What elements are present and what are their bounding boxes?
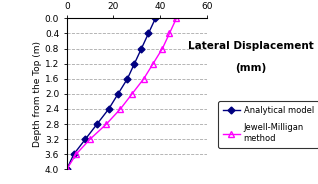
Jewell-Milligan
method [151, 63, 155, 65]
Analytical model [154, 17, 157, 20]
Jewell-Milligan
method [105, 123, 108, 125]
Line: Jewell-Milligan
method: Jewell-Milligan method [64, 16, 179, 172]
Jewell-Milligan
method [65, 168, 69, 170]
Line: Analytical model: Analytical model [64, 16, 158, 172]
Text: (mm): (mm) [236, 63, 267, 73]
Analytical model [116, 93, 120, 95]
Analytical model [72, 153, 76, 155]
Analytical model [133, 63, 136, 65]
Analytical model [95, 123, 99, 125]
Jewell-Milligan
method [175, 17, 178, 20]
Legend: Analytical model, Jewell-Milligan
method: Analytical model, Jewell-Milligan method [218, 101, 318, 148]
Analytical model [140, 47, 143, 50]
Jewell-Milligan
method [161, 47, 164, 50]
Analytical model [126, 78, 129, 80]
Y-axis label: Depth from the Top (m): Depth from the Top (m) [33, 41, 42, 147]
Jewell-Milligan
method [74, 153, 78, 155]
Analytical model [84, 138, 87, 140]
Jewell-Milligan
method [130, 93, 134, 95]
Jewell-Milligan
method [88, 138, 92, 140]
Jewell-Milligan
method [168, 32, 171, 35]
Jewell-Milligan
method [119, 108, 122, 110]
Analytical model [147, 32, 150, 35]
Analytical model [65, 168, 69, 170]
Jewell-Milligan
method [142, 78, 146, 80]
Text: Lateral Displacement: Lateral Displacement [188, 41, 314, 51]
Analytical model [107, 108, 111, 110]
